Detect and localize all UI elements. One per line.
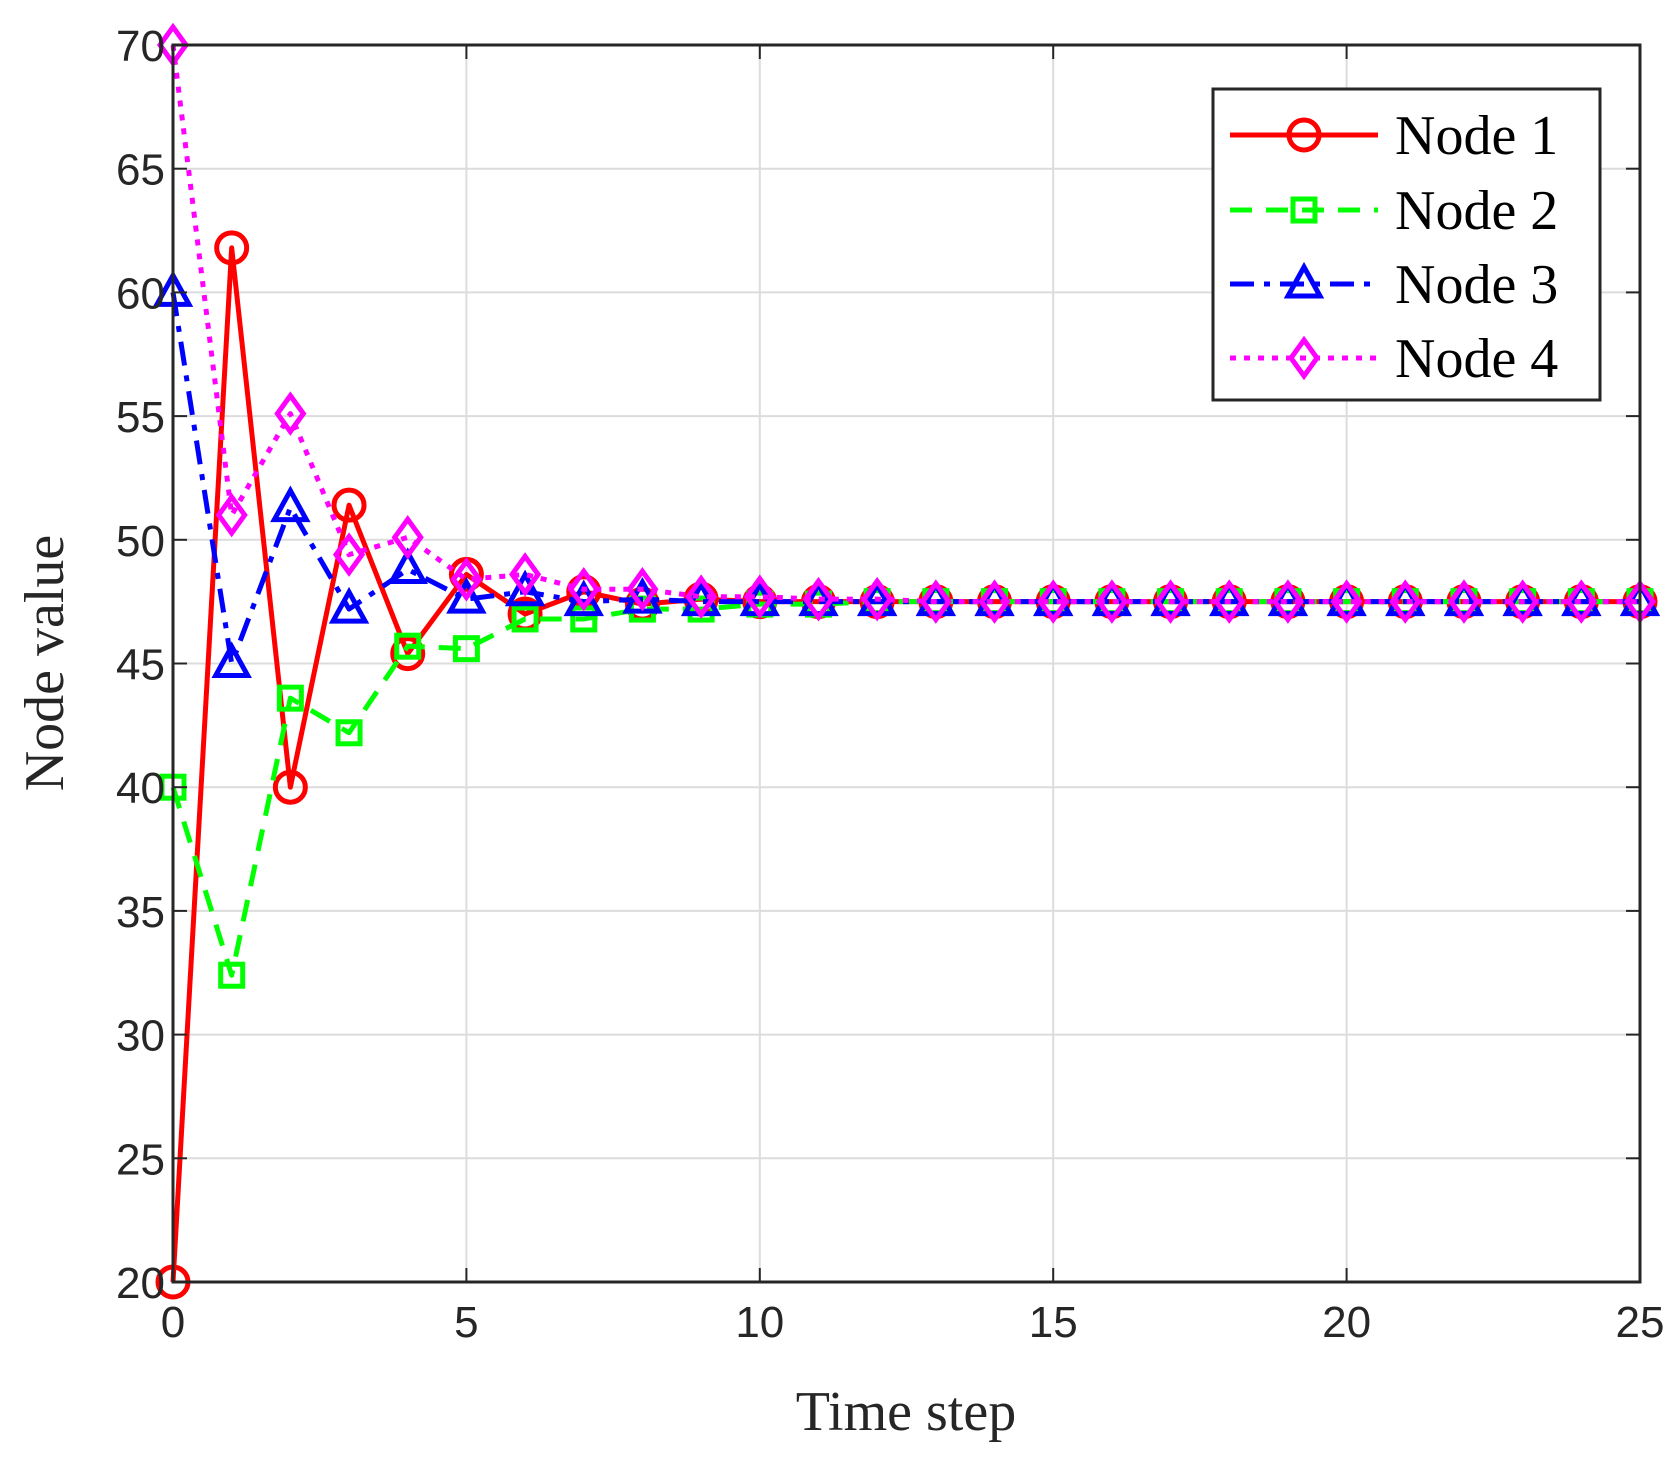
x-axis-title: Time step [796, 1381, 1016, 1443]
y-axis-title: Node value [14, 535, 76, 792]
series-3-point [328, 586, 370, 624]
series-4-point [1389, 579, 1422, 624]
series-4-point [1447, 579, 1481, 624]
axis-ticks [172, 44, 1641, 1283]
series-1-point [272, 769, 308, 805]
legend: Node 1 Node 2 Node 3 Node 4 [1211, 87, 1602, 402]
y-tick-label: 45 [116, 641, 165, 690]
series-4 [156, 22, 1657, 624]
series-4-point [685, 574, 718, 619]
series-4-point [274, 391, 307, 436]
legend-label-4: Node 4 [1395, 328, 1558, 390]
x-tick-label: 5 [454, 1298, 478, 1347]
series-4-point [508, 552, 542, 597]
legend-marker-2 [1290, 196, 1318, 224]
x-tick-label: 15 [1029, 1298, 1078, 1347]
series-4-point [626, 567, 659, 612]
series-4-point [1330, 579, 1363, 624]
series-3-point [1502, 579, 1543, 617]
series-4-point [391, 515, 424, 560]
series-4-point [332, 532, 366, 577]
y-tick-label: 65 [116, 146, 165, 195]
series-4-point [1213, 579, 1246, 624]
x-tick-label: 20 [1322, 1298, 1371, 1347]
series-4-point [1154, 579, 1187, 624]
series-4-point [743, 574, 776, 619]
y-tick-label: 70 [116, 22, 165, 71]
series-1-point [390, 636, 426, 672]
legend-marker-4 [1287, 335, 1321, 381]
series-3-point [1150, 579, 1191, 617]
series-4-point [919, 579, 952, 624]
series-3-point [915, 579, 957, 617]
x-tick-label: 25 [1616, 1298, 1665, 1347]
y-tick-label: 25 [116, 1135, 165, 1184]
series-4-point [1271, 579, 1305, 624]
series-4-point [567, 567, 600, 612]
y-tick-label: 30 [116, 1012, 165, 1061]
series-3-point [504, 569, 546, 607]
series-3-point [446, 577, 487, 614]
series-3-point [1209, 579, 1250, 617]
series-4-point [450, 557, 483, 602]
series-3-point [387, 547, 428, 584]
x-tick-label: 10 [735, 1298, 784, 1347]
y-tick-label: 35 [116, 888, 165, 937]
x-tick-label: 0 [161, 1298, 185, 1347]
series-3-point [1443, 579, 1485, 617]
y-tick-label: 60 [116, 269, 165, 318]
series-group [152, 22, 1661, 1300]
series-4-point [1506, 579, 1539, 624]
series-1-point [331, 487, 367, 523]
y-tick-label: 55 [116, 393, 165, 442]
y-tick-label: 20 [116, 1259, 165, 1308]
series-2-point [511, 605, 539, 633]
series-3-point [270, 485, 311, 523]
series-1-point [214, 230, 250, 266]
legend-label-3: Node 3 [1395, 254, 1558, 316]
grid-lines [173, 45, 1640, 1282]
series-4-point [1565, 579, 1598, 624]
series-4-point [802, 576, 835, 622]
series-4-point [215, 492, 248, 538]
series-4-point [861, 576, 894, 622]
series-4-point [1037, 579, 1070, 624]
series-3-point [211, 641, 252, 678]
legend-marker-1 [1286, 117, 1322, 153]
series-4-point [1095, 579, 1128, 624]
series-2-point [335, 719, 363, 747]
series-2-point [218, 961, 246, 989]
series-4-point [978, 579, 1011, 624]
tick-labels: 0 5 10 15 20 25 20 25 30 35 40 45 50 55 60 65 70 [116, 22, 1664, 1347]
legend-label-1: Node 1 [1395, 105, 1558, 167]
y-tick-label: 40 [116, 764, 165, 813]
series-2-point [452, 635, 480, 663]
legend-marker-3 [1283, 261, 1325, 299]
legend-label-2: Node 2 [1395, 180, 1558, 242]
series-2-point [394, 632, 422, 660]
y-tick-label: 50 [116, 517, 165, 566]
legend-box [1211, 87, 1602, 402]
series-2-point [276, 684, 304, 712]
